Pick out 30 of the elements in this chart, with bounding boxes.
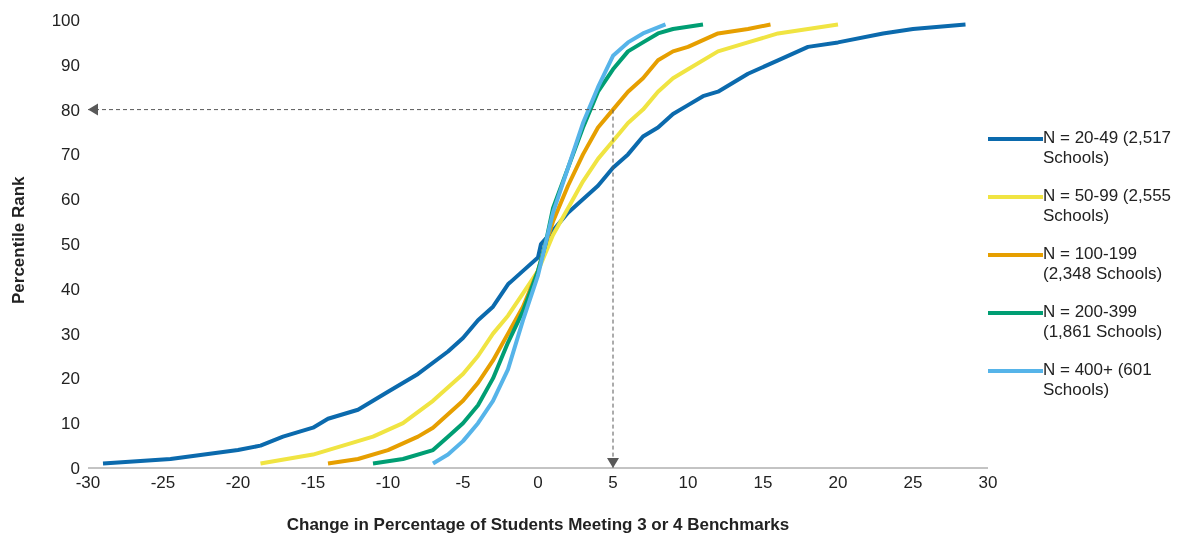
y-axis-title: Percentile Rank — [9, 175, 29, 304]
y-tick-label: 100 — [51, 11, 80, 31]
legend-label: N = 400+ (601 Schools) — [1043, 360, 1153, 400]
legend-label: N = 20-49 (2,517 Schools) — [1043, 128, 1173, 168]
y-tick-label: 50 — [61, 235, 80, 255]
x-tick-label: -5 — [455, 473, 471, 493]
y-tick-label: 10 — [61, 414, 80, 434]
y-tick-label: 90 — [61, 55, 80, 75]
y-tick-label: 40 — [61, 279, 80, 299]
x-tick-label: 0 — [533, 473, 543, 493]
line-series — [101, 22, 968, 466]
x-tick-label: -15 — [300, 473, 326, 493]
x-tick-label: 15 — [753, 473, 773, 493]
y-tick-label: 30 — [61, 324, 80, 344]
legend-label: N = 200-399 (1,861 Schools) — [1043, 302, 1164, 342]
legend-label: N = 100-199 (2,348 Schools) — [1043, 244, 1164, 284]
x-axis-title: Change in Percentage of Students Meeting 3 or 4 Benchmarks — [286, 515, 790, 535]
x-tick-label: -10 — [375, 473, 401, 493]
legend-label: N = 50-99 (2,555 Schools) — [1043, 186, 1173, 226]
y-tick-label: 60 — [61, 190, 80, 210]
x-tick-label: 5 — [608, 473, 618, 493]
x-tick-label: 25 — [903, 473, 923, 493]
y-tick-label: 20 — [61, 369, 80, 389]
x-tick-label: 20 — [828, 473, 848, 493]
x-tick-label: 10 — [678, 473, 698, 493]
x-tick-label: -25 — [150, 473, 176, 493]
y-tick-label: 70 — [61, 145, 80, 165]
x-tick-label: -20 — [225, 473, 251, 493]
x-tick-label: 30 — [978, 473, 998, 493]
y-tick-label: 80 — [61, 100, 80, 120]
